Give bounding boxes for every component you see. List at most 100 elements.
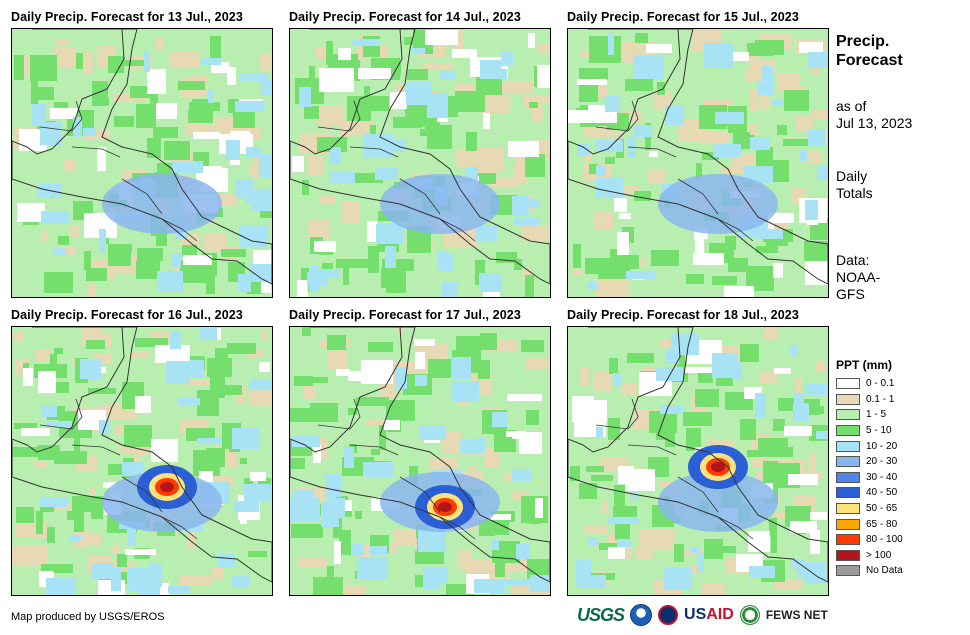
precip-cell <box>665 105 683 125</box>
precip-cell <box>525 154 545 177</box>
precip-cell <box>361 360 393 384</box>
fews-net-logo: FEWS NET <box>765 608 828 622</box>
precip-cell <box>783 139 812 146</box>
precip-cell <box>318 106 344 125</box>
legend-swatch <box>836 440 860 452</box>
precip-cell <box>418 529 446 552</box>
precip-cell <box>16 507 34 523</box>
precip-cell <box>310 403 338 422</box>
precip-cell <box>616 124 622 142</box>
precip-cell <box>54 451 87 464</box>
rain-band <box>102 174 222 234</box>
rain-band <box>658 472 778 532</box>
precip-cell <box>31 79 38 104</box>
precip-cell <box>189 360 204 378</box>
precip-cell <box>367 221 377 242</box>
precip-cell <box>53 47 76 67</box>
precip-cell <box>512 432 533 439</box>
precip-cell <box>501 69 507 80</box>
precip-cell <box>40 122 62 145</box>
precip-cell <box>261 330 267 340</box>
precip-cell <box>480 333 497 350</box>
precip-cell <box>804 241 828 261</box>
precip-cell <box>660 405 683 414</box>
data-line3: GFS <box>836 286 865 302</box>
precip-cell <box>489 178 519 188</box>
precip-cell <box>340 119 374 136</box>
precip-cell <box>503 474 512 481</box>
legend-swatch <box>836 425 860 437</box>
precip-cell <box>790 521 817 533</box>
country-border <box>161 516 198 540</box>
precip-cell <box>368 342 393 352</box>
precip-cell <box>122 462 143 476</box>
precip-cell <box>758 82 773 95</box>
precip-cell <box>99 229 106 252</box>
legend-label: 20 - 30 <box>866 456 898 468</box>
precip-cell <box>412 48 425 54</box>
precip-cell <box>693 253 724 265</box>
precip-cell <box>423 63 453 69</box>
precip-cell <box>385 246 396 268</box>
precip-cell <box>427 125 452 149</box>
country-border <box>439 218 476 242</box>
precip-cell <box>686 428 701 451</box>
precip-cell <box>686 274 704 284</box>
precip-cell <box>351 544 364 555</box>
panel-title: Daily Precip. Forecast for 17 Jul., 2023 <box>289 308 521 322</box>
precip-cell <box>605 157 615 164</box>
map-canvas <box>12 327 272 595</box>
precip-cell <box>137 248 163 261</box>
precip-cell <box>193 116 203 131</box>
precip-cell <box>250 379 272 389</box>
precip-cell <box>384 420 400 430</box>
legend-swatch <box>836 393 860 405</box>
precip-cell <box>619 213 631 219</box>
precip-cell <box>771 537 777 553</box>
precip-cell <box>428 359 451 378</box>
precip-cell <box>598 573 615 580</box>
legend-label: 50 - 65 <box>866 503 898 515</box>
precip-cell <box>348 371 366 381</box>
precip-cell <box>336 259 368 268</box>
country-border <box>595 100 639 132</box>
precip-cell <box>69 535 81 541</box>
precip-cell <box>193 132 220 139</box>
precip-cell <box>799 150 807 161</box>
precip-cell <box>642 367 662 373</box>
precip-cell <box>127 568 153 591</box>
map-credit: Map produced by USGS/EROS <box>11 611 165 623</box>
side-title-line2: Forecast <box>836 52 903 69</box>
precip-cell <box>420 425 445 440</box>
legend-swatch <box>836 471 860 483</box>
precip-cell <box>427 93 448 118</box>
precip-cell <box>423 567 439 589</box>
country-border <box>627 146 677 158</box>
country-border <box>717 516 754 540</box>
precip-cell <box>794 393 804 405</box>
precip-cell <box>207 358 232 377</box>
precip-cell <box>125 549 156 555</box>
precip-cell <box>415 575 425 587</box>
precip-cell <box>86 340 105 349</box>
legend-label: No Data <box>866 565 903 577</box>
precip-cell <box>330 147 341 164</box>
precip-cell <box>180 261 212 283</box>
legend-swatch <box>836 378 860 390</box>
precip-cell <box>483 448 499 468</box>
precip-cell <box>799 42 823 53</box>
precip-cell <box>322 263 333 271</box>
precip-cell <box>76 53 83 69</box>
precip-cell <box>640 530 675 550</box>
precip-cell <box>583 127 613 138</box>
precip-cell <box>740 344 759 362</box>
precip-cell <box>259 154 272 178</box>
precip-cell <box>526 357 550 369</box>
precip-cell <box>718 546 736 553</box>
legend-item: 0.1 - 1 <box>836 392 903 408</box>
precip-cell <box>482 96 510 114</box>
precip-cell <box>54 348 63 354</box>
precip-cell <box>206 275 215 294</box>
precip-cell <box>704 43 733 68</box>
precip-cell <box>451 357 471 379</box>
